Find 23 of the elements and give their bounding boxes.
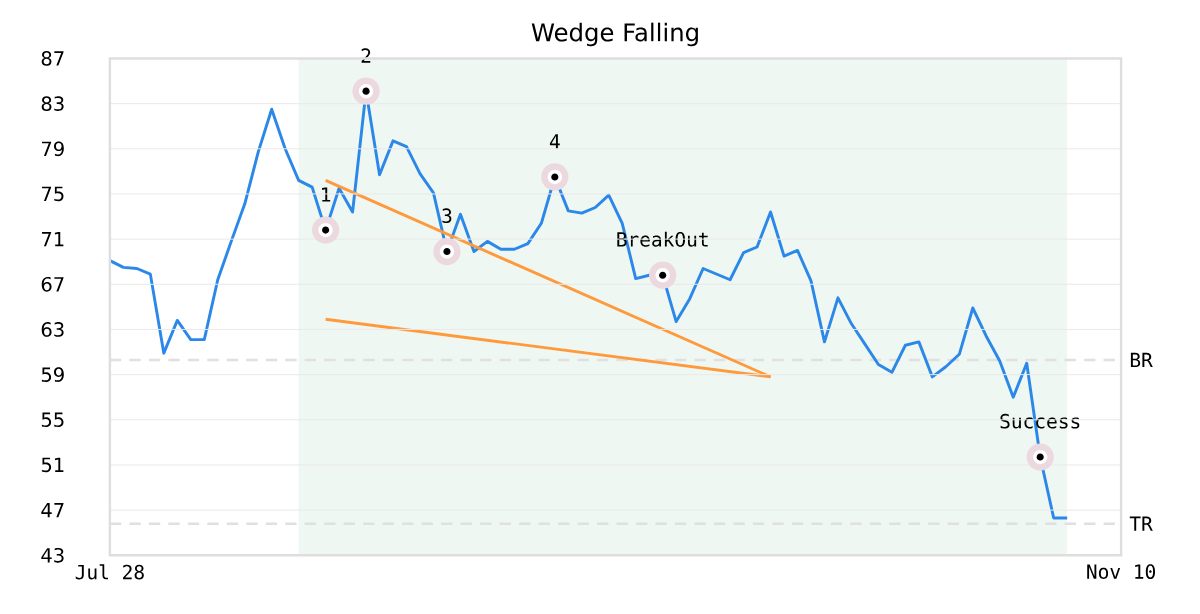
y-tick-label: 55	[41, 412, 64, 428]
annotation: Success	[1000, 413, 1080, 429]
x-tick-label: Nov 10	[1087, 564, 1156, 580]
annotation: 3	[442, 208, 452, 224]
annotation: 1	[322, 187, 331, 202]
y-tick-label: 67	[41, 277, 64, 292]
annotation: BreakOut	[617, 231, 708, 247]
x-tick-label: Jul 28	[75, 564, 144, 580]
y-tick-label: 79	[41, 141, 64, 157]
annotation: 2	[361, 48, 371, 63]
y-tick-label: 71	[41, 232, 64, 247]
y-tick-label: 75	[41, 186, 64, 202]
y-tick-label: 63	[41, 322, 64, 337]
ref-line-label: TR	[1129, 516, 1153, 531]
annotation: 4	[549, 134, 560, 149]
chart-title: Wedge Falling	[531, 22, 698, 47]
y-tick-label: 43	[41, 548, 64, 563]
y-tick-label: 47	[41, 503, 64, 518]
y-tick-label: 51	[41, 457, 64, 473]
y-tick-label: 59	[41, 367, 64, 383]
y-tick-label: 83	[41, 96, 64, 112]
ref-line-label: BR	[1130, 352, 1153, 368]
y-tick-label: 87	[41, 51, 64, 66]
